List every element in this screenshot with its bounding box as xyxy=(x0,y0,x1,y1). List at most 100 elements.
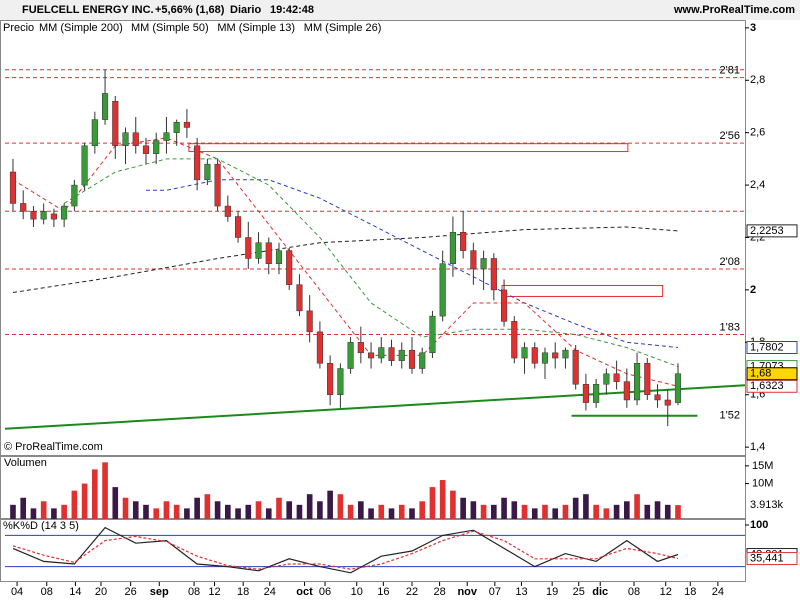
candle-body xyxy=(245,237,252,259)
x-tick-label: 14 xyxy=(69,586,81,598)
y-tick-label: 2,8 xyxy=(750,74,765,86)
candle-body xyxy=(429,315,436,354)
candle-body xyxy=(388,347,395,361)
value-box xyxy=(746,552,798,566)
volume-bar xyxy=(419,501,426,519)
candle-body xyxy=(674,373,682,403)
volume-bar xyxy=(265,508,272,519)
candle-body xyxy=(71,184,78,207)
volume-bar xyxy=(409,508,415,519)
candle-body xyxy=(654,394,661,401)
candle-body xyxy=(9,171,17,204)
volume-bar xyxy=(327,490,333,519)
volume-bar xyxy=(112,487,119,519)
candle-body xyxy=(521,347,528,359)
stoch-panel xyxy=(0,519,746,582)
candle-body xyxy=(173,121,180,133)
volume-bar xyxy=(337,494,344,519)
candle-body xyxy=(367,352,375,359)
volume-bar xyxy=(184,508,190,519)
zone xyxy=(188,143,629,153)
candle-body xyxy=(50,213,57,220)
candle-body xyxy=(582,383,589,403)
y-tick-label: 2,6 xyxy=(750,127,765,139)
series-line xyxy=(63,158,679,368)
series-line xyxy=(146,179,679,348)
volume-bar xyxy=(552,508,559,519)
candle-body xyxy=(613,373,620,382)
candle-body xyxy=(296,284,303,312)
volume-bar xyxy=(439,480,446,519)
level-label: 2'08 xyxy=(720,256,740,268)
x-tick-label: 25 xyxy=(573,586,585,598)
volume-bar xyxy=(163,501,170,519)
x-tick-label: 08 xyxy=(628,586,640,598)
candle-body xyxy=(327,363,334,395)
x-tick-label: 16 xyxy=(377,586,389,598)
x-tick-label: 22 xyxy=(406,586,418,598)
legend-entry: %K xyxy=(3,520,21,532)
candle-body xyxy=(306,310,313,333)
x-tick-label: 20 xyxy=(95,586,107,598)
candle-body xyxy=(40,211,47,220)
volume-bar xyxy=(450,490,456,519)
value-box-label: 1,7802 xyxy=(750,341,784,353)
x-tick-label: 26 xyxy=(125,586,137,598)
candle-body xyxy=(214,163,221,207)
candle-body xyxy=(531,347,538,364)
candle-body xyxy=(112,100,119,147)
candle-body xyxy=(480,258,487,270)
volume-bar xyxy=(675,505,681,519)
x-tick-label: 04 xyxy=(11,586,23,598)
volume-bar xyxy=(654,501,661,519)
volume-bar xyxy=(624,501,630,519)
volume-bar xyxy=(603,508,610,519)
volume-bar xyxy=(429,487,436,519)
x-tick-label: 18 xyxy=(684,586,696,598)
volume-bar xyxy=(276,497,282,519)
value-box-label: 2,2253 xyxy=(750,225,784,237)
x-tick-label: dic xyxy=(592,586,608,598)
time: 19:42:48 xyxy=(270,4,314,16)
volume-bar xyxy=(40,501,47,519)
candle-body xyxy=(511,321,518,359)
volume-bar xyxy=(214,501,221,519)
change: +5,66% (1,68) xyxy=(155,4,225,16)
candle-body xyxy=(265,242,272,264)
legend-entry: MM (Simple 13) xyxy=(217,22,295,34)
volume-bar xyxy=(204,494,211,519)
series-line xyxy=(12,226,679,293)
candle-body xyxy=(541,352,549,364)
candle-body xyxy=(316,331,323,364)
candle-body xyxy=(81,145,88,186)
candle-body xyxy=(449,232,456,264)
candle-body xyxy=(664,399,671,406)
x-tick-label: 24 xyxy=(712,586,724,598)
volume-bar xyxy=(398,504,405,519)
volume-bar xyxy=(542,504,548,519)
volume-bar xyxy=(562,504,569,519)
candle-body xyxy=(101,93,109,120)
volume-bar xyxy=(245,504,252,519)
x-tick-label: 19 xyxy=(546,586,558,598)
y-tick-label: 1,4 xyxy=(750,441,765,453)
volume-bar xyxy=(30,508,37,519)
series-line xyxy=(12,530,679,570)
symbol: FUELCELL ENERGY INC. xyxy=(22,4,154,16)
volume-bar xyxy=(194,497,200,519)
volume-bar xyxy=(20,497,27,519)
volume-bar xyxy=(491,504,497,519)
volume-bar xyxy=(358,501,364,519)
volume-bar xyxy=(634,494,640,519)
volume-bar xyxy=(296,504,303,519)
volume-bar xyxy=(235,508,241,519)
level-label: 2'81 xyxy=(720,65,740,77)
volume-bar xyxy=(153,508,160,519)
volume-bar xyxy=(255,501,262,519)
volume-bar xyxy=(173,504,180,519)
volume-bar xyxy=(644,504,651,519)
support-label: 1'52 xyxy=(720,410,740,422)
candle-body xyxy=(470,250,477,270)
x-tick-label: 18 xyxy=(237,586,249,598)
